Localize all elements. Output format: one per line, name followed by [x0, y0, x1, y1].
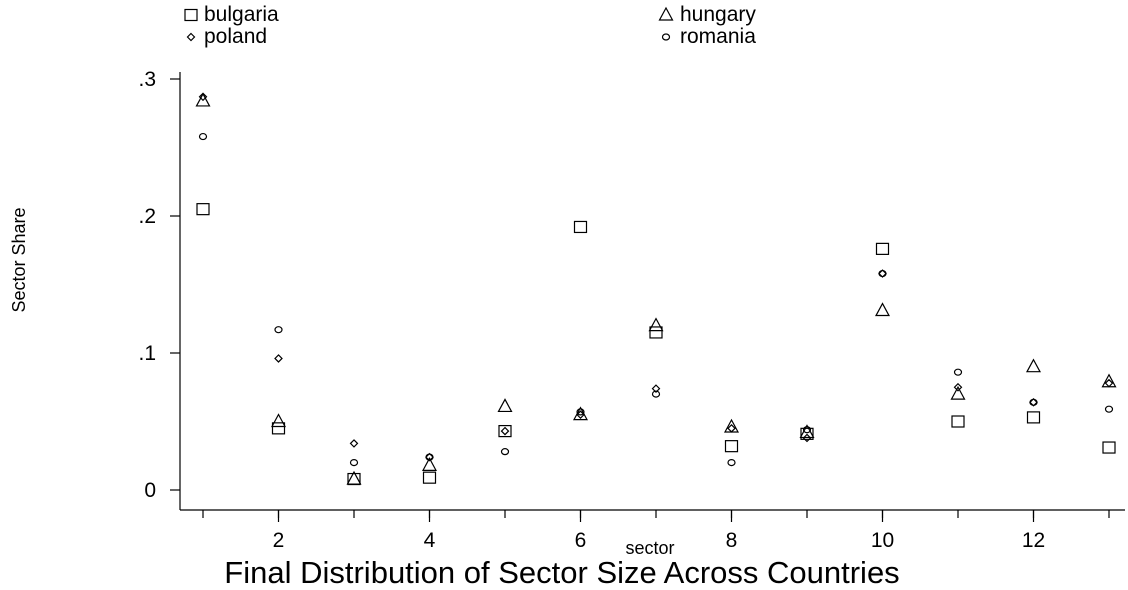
data-point-hungary	[874, 302, 891, 317]
legend-marker-hungary	[658, 6, 674, 21]
data-point-bulgaria	[875, 242, 890, 255]
data-point-romania	[802, 426, 812, 434]
y-axis-title: Sector Share	[9, 207, 29, 312]
legend-entry-poland: poland	[186, 25, 267, 48]
data-point-hungary	[346, 470, 362, 485]
data-point-hungary	[723, 418, 740, 433]
series-poland	[198, 92, 1114, 462]
data-point-romania	[198, 132, 208, 141]
y-tick-label: .1	[138, 342, 156, 365]
y-tick-label: .3	[138, 68, 156, 91]
data-point-bulgaria	[1026, 411, 1041, 424]
data-point-romania	[576, 408, 585, 416]
data-point-hungary	[421, 457, 438, 471]
data-point-poland	[953, 382, 963, 392]
legend-label: hungary	[680, 3, 756, 26]
data-point-romania	[1104, 405, 1114, 413]
legend-entry-hungary: hungary	[658, 3, 756, 26]
data-point-hungary	[497, 398, 513, 413]
data-point-romania	[651, 390, 661, 398]
legend-entry-bulgaria: bulgaria	[184, 3, 279, 26]
chart-title: Final Distribution of Sector Size Across…	[224, 555, 899, 590]
data-point-poland	[727, 424, 736, 433]
data-point-bulgaria	[951, 415, 965, 428]
x-tick-label: 2	[273, 529, 285, 552]
x-axis-title: sector	[625, 538, 674, 558]
data-point-hungary	[270, 413, 287, 428]
legend-marker-poland	[186, 32, 196, 42]
y-axis-ticks: 0 .1 .2 .3	[138, 68, 180, 502]
data-point-bulgaria	[573, 220, 588, 234]
data-point-bulgaria	[649, 326, 663, 339]
data-point-hungary	[1101, 373, 1117, 388]
data-point-bulgaria	[196, 203, 210, 216]
data-point-hungary	[195, 92, 211, 107]
legend: bulgaria hungary poland romania	[184, 3, 756, 48]
data-point-poland	[576, 410, 585, 419]
data-point-poland	[1104, 378, 1114, 388]
legend-marker-bulgaria	[184, 8, 198, 22]
data-point-romania	[1029, 398, 1038, 406]
data-point-poland	[500, 426, 510, 436]
legend-entry-romania: romania	[661, 25, 756, 48]
data-point-bulgaria	[422, 471, 437, 484]
data-point-poland	[349, 439, 359, 448]
data-point-poland	[274, 354, 283, 363]
series-hungary	[195, 92, 1117, 485]
data-point-romania	[953, 368, 963, 376]
plot-area: 0 .1 .2 .3 2 4 6 8 10 12	[138, 68, 1125, 552]
x-axis-ticks: 2 4 6 8 10 12	[202, 510, 1110, 552]
data-point-poland	[198, 92, 208, 102]
data-point-romania	[425, 453, 434, 461]
y-tick-label: .2	[138, 205, 156, 228]
x-tick-label: 10	[871, 529, 894, 552]
data-point-hungary	[648, 317, 664, 332]
data-point-bulgaria	[498, 424, 512, 438]
legend-label: bulgaria	[204, 3, 279, 26]
legend-label: romania	[680, 25, 756, 48]
data-point-romania	[274, 326, 283, 334]
data-point-hungary	[950, 385, 966, 400]
series-romania	[198, 132, 1114, 467]
data-point-bulgaria	[271, 422, 286, 435]
data-point-bulgaria	[724, 440, 739, 453]
data-point-hungary	[1025, 358, 1042, 373]
x-tick-label: 4	[424, 529, 436, 552]
series-bulgaria	[196, 203, 1116, 486]
x-tick-label: 12	[1022, 529, 1045, 552]
legend-marker-romania	[661, 33, 671, 41]
data-point-poland	[651, 384, 661, 393]
data-point-romania	[878, 269, 887, 278]
data-point-bulgaria	[1102, 441, 1116, 454]
data-point-bulgaria	[800, 427, 814, 440]
data-points	[195, 92, 1117, 486]
data-point-romania	[727, 459, 736, 467]
x-tick-label: 8	[726, 529, 738, 552]
legend-label: poland	[204, 25, 267, 48]
data-point-romania	[500, 448, 510, 456]
data-point-poland	[802, 433, 812, 443]
data-point-romania	[349, 459, 359, 467]
x-tick-label: 6	[575, 529, 587, 552]
y-tick-label: 0	[144, 479, 156, 502]
